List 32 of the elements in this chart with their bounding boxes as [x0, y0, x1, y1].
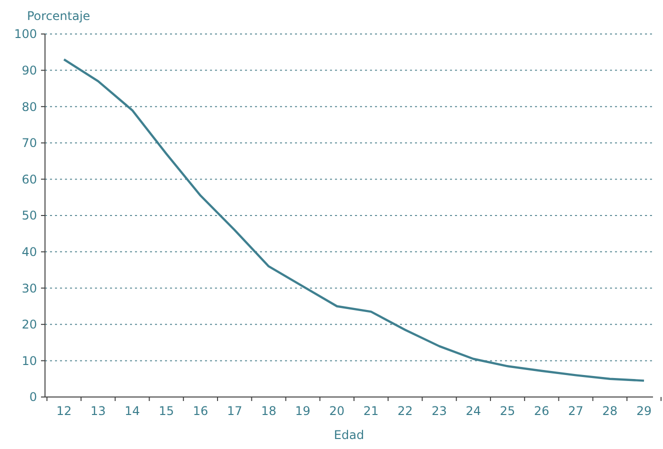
x-tick-label: 19 — [295, 404, 310, 418]
x-tick-label: 22 — [398, 404, 413, 418]
y-tick-label: 20 — [22, 318, 37, 332]
y-tick-label: 100 — [14, 27, 37, 42]
y-tick-label: 60 — [22, 172, 37, 186]
x-tick-label: 14 — [124, 404, 140, 418]
y-tick-label: 70 — [22, 136, 37, 150]
y-tick-label: 90 — [22, 64, 37, 78]
x-tick-label: 29 — [636, 404, 652, 418]
x-tick-label: 20 — [329, 404, 345, 418]
line-series — [62, 58, 646, 382]
x-tick-label: 26 — [534, 404, 550, 418]
x-tick-label: 18 — [261, 404, 276, 418]
x-tick-label: 17 — [226, 404, 242, 418]
y-tick-label: 80 — [22, 100, 37, 114]
x-axis-title: Edad — [334, 428, 364, 442]
x-tick-label: 12 — [56, 404, 72, 418]
x-tick-label: 27 — [568, 404, 584, 418]
y-tick-label: 50 — [22, 208, 37, 223]
y-axis-title: Porcentaje — [27, 9, 90, 23]
x-tick-label: 23 — [432, 404, 447, 418]
y-tick-label: 0 — [29, 390, 37, 404]
y-tick-label: 40 — [22, 245, 37, 259]
x-tick-label: 16 — [192, 404, 208, 418]
x-tick-label: 21 — [363, 404, 379, 418]
x-tick-label: 15 — [158, 404, 174, 418]
x-tick-label: 13 — [90, 404, 106, 418]
y-tick-label: 30 — [22, 281, 37, 296]
x-tick-label: 24 — [466, 404, 482, 418]
x-tick-label: 25 — [500, 404, 516, 418]
x-tick-label: 28 — [602, 404, 618, 418]
y-tick-label: 10 — [22, 354, 37, 368]
